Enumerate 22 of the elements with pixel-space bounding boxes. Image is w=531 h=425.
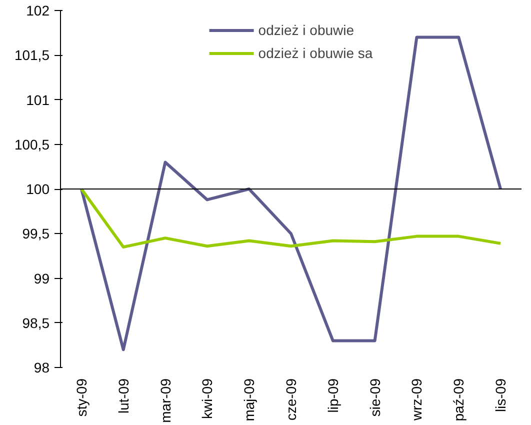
y-tick-label: 98	[34, 360, 50, 376]
y-tick-label: 102	[26, 2, 50, 18]
y-tick-label: 99	[34, 270, 50, 286]
y-tick-label: 100	[26, 181, 50, 197]
x-tick-label: paź-09	[450, 378, 467, 422]
legend-label: odzież i obuwie	[258, 22, 354, 38]
x-tick-label: wrz-09	[408, 378, 425, 422]
x-tick-label: maj-09	[241, 378, 258, 422]
legend-label: odzież i obuwie sa	[258, 45, 373, 61]
x-tick-label: mar-09	[157, 378, 174, 423]
x-tick-label: lis-09	[492, 378, 509, 412]
y-tick-label: 101	[26, 92, 50, 108]
y-tick-label: 99,5	[22, 226, 50, 242]
y-tick-label: 101,5	[14, 47, 50, 64]
x-tick-label: cze-09	[283, 378, 299, 421]
x-tick-label: kwi-09	[199, 378, 216, 419]
x-tick-label: sty-09	[73, 378, 90, 417]
y-tick-label: 100,5	[14, 136, 50, 152]
x-tick-label: sie-09	[366, 378, 383, 417]
y-tick-label: 98,5	[22, 314, 50, 331]
x-tick-label: lut-09	[115, 378, 132, 414]
x-tick-label: lip-09	[324, 378, 341, 413]
